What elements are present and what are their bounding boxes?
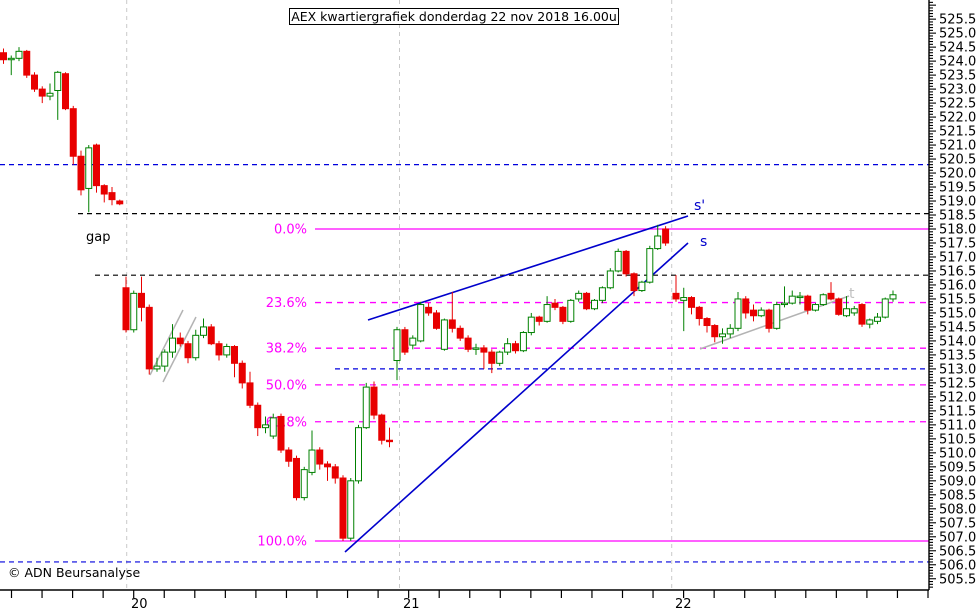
svg-text:511.0: 511.0 bbox=[939, 418, 976, 433]
svg-text:509.0: 509.0 bbox=[939, 474, 976, 489]
svg-text:20: 20 bbox=[131, 597, 148, 611]
svg-text:50.0%: 50.0% bbox=[266, 378, 307, 393]
y-axis: 525.5525.0524.5524.0523.5523.0522.5522.0… bbox=[929, 1, 976, 588]
chart-title: AEX kwartiergrafiek donderdag 22 nov 201… bbox=[289, 8, 619, 25]
svg-text:521.5: 521.5 bbox=[939, 125, 976, 140]
svg-text:515.5: 515.5 bbox=[939, 292, 976, 307]
horizontal-lines bbox=[0, 164, 929, 563]
svg-text:519.5: 519.5 bbox=[939, 181, 976, 196]
svg-text:515.0: 515.0 bbox=[939, 306, 976, 321]
svg-text:506.0: 506.0 bbox=[939, 558, 976, 573]
svg-text:509.5: 509.5 bbox=[939, 460, 976, 475]
svg-text:518.0: 518.0 bbox=[939, 223, 976, 238]
svg-text:s: s bbox=[700, 234, 707, 250]
svg-text:100.0%: 100.0% bbox=[257, 534, 307, 549]
svg-text:512.0: 512.0 bbox=[939, 390, 976, 405]
svg-text:525.0: 525.0 bbox=[939, 27, 976, 42]
svg-text:510.0: 510.0 bbox=[939, 446, 976, 461]
candles-day-19 bbox=[0, 47, 124, 213]
svg-text:s': s' bbox=[694, 198, 705, 214]
svg-text:21: 21 bbox=[403, 597, 420, 611]
candles-day-22 bbox=[672, 275, 897, 344]
svg-text:525.5: 525.5 bbox=[939, 13, 976, 28]
svg-text:523.0: 523.0 bbox=[939, 83, 976, 98]
svg-text:513.0: 513.0 bbox=[939, 362, 976, 377]
svg-text:524.5: 524.5 bbox=[939, 41, 976, 56]
svg-text:524.0: 524.0 bbox=[939, 55, 976, 70]
x-axis: 20 21 22 bbox=[10, 590, 929, 611]
svg-text:38.2%: 38.2% bbox=[266, 342, 307, 357]
svg-text:514.0: 514.0 bbox=[939, 334, 976, 349]
fibonacci-lines: 0.0%23.6%38.2%50.0%61.8%100.0% bbox=[257, 223, 929, 549]
svg-text:23.6%: 23.6% bbox=[266, 296, 307, 311]
svg-text:522.0: 522.0 bbox=[939, 111, 976, 126]
svg-text:517.5: 517.5 bbox=[939, 236, 976, 251]
svg-text:519.0: 519.0 bbox=[939, 195, 976, 210]
svg-text:518.5: 518.5 bbox=[939, 209, 976, 224]
svg-text:512.5: 512.5 bbox=[939, 376, 976, 391]
svg-text:507.5: 507.5 bbox=[939, 516, 976, 531]
svg-text:t: t bbox=[849, 286, 855, 302]
annotations: gap s' s t bbox=[86, 198, 855, 302]
svg-text:520.5: 520.5 bbox=[939, 153, 976, 168]
candles-day-21 bbox=[393, 224, 670, 381]
svg-text:508.0: 508.0 bbox=[939, 502, 976, 517]
svg-text:514.5: 514.5 bbox=[939, 320, 976, 335]
candles-day-20 bbox=[122, 276, 393, 541]
svg-text:508.5: 508.5 bbox=[939, 488, 976, 503]
svg-text:520.0: 520.0 bbox=[939, 167, 976, 182]
svg-text:0.0%: 0.0% bbox=[274, 223, 307, 238]
day-gridlines bbox=[126, 0, 673, 590]
svg-text:511.5: 511.5 bbox=[939, 404, 976, 419]
svg-text:507.0: 507.0 bbox=[939, 530, 976, 545]
svg-text:521.0: 521.0 bbox=[939, 139, 976, 154]
svg-text:22: 22 bbox=[675, 597, 692, 611]
svg-text:505.5: 505.5 bbox=[939, 572, 976, 587]
svg-text:522.5: 522.5 bbox=[939, 97, 976, 112]
svg-text:gap: gap bbox=[86, 230, 110, 245]
svg-text:513.5: 513.5 bbox=[939, 348, 976, 363]
svg-text:516.0: 516.0 bbox=[939, 278, 976, 293]
svg-text:510.5: 510.5 bbox=[939, 432, 976, 447]
svg-text:523.5: 523.5 bbox=[939, 69, 976, 84]
copyright-label: © ADN Beursanalyse bbox=[8, 565, 141, 580]
svg-text:506.5: 506.5 bbox=[939, 544, 976, 559]
svg-text:517.0: 517.0 bbox=[939, 250, 976, 265]
trend-lines bbox=[149, 215, 850, 553]
svg-text:516.5: 516.5 bbox=[939, 264, 976, 279]
